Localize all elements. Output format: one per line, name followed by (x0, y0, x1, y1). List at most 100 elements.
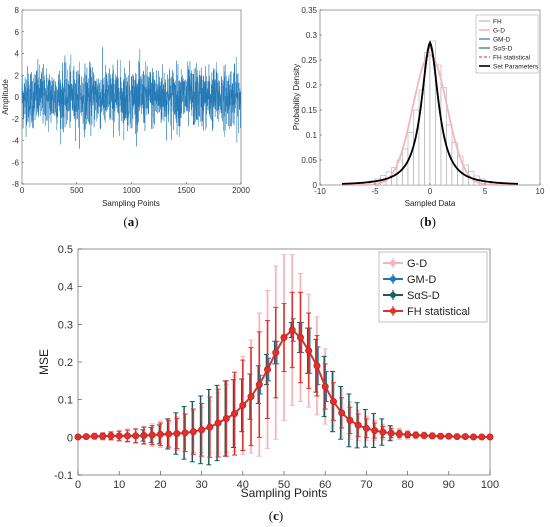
y-tick-label: 0.05 (301, 156, 317, 165)
y-tick-label: 0.2 (306, 81, 318, 90)
panel-a-signal-plot: 0 500 1000 1500 2000 -8 -6 -4 -2 0 2 4 6 8 Sampling … (1, 6, 250, 229)
y-tick-label: 8 (15, 6, 20, 15)
x-tick-label: 0 (20, 186, 25, 195)
data-point (453, 433, 461, 441)
x-axis-label: Sampling Points (102, 199, 160, 208)
y-tick-label: 2 (15, 71, 20, 80)
y-tick-label: -8 (12, 180, 20, 189)
x-tick-label: 40 (237, 479, 249, 491)
y-tick-label: 4 (15, 50, 20, 59)
legend-label: FH statistical (493, 54, 531, 61)
y-tick-label: 0.15 (301, 106, 317, 115)
data-point (231, 410, 239, 418)
x-tick-label: 2000 (232, 186, 250, 195)
data-point (132, 432, 140, 440)
y-axis-label: MSE (37, 349, 51, 375)
data-point (247, 393, 255, 401)
x-tick-label: 90 (443, 479, 455, 491)
legend-label: Set Parameters (493, 63, 539, 70)
y-tick-label: 0.3 (306, 31, 318, 40)
data-point (239, 401, 247, 409)
data-point (173, 430, 181, 438)
y-tick-label: 0 (67, 432, 73, 444)
data-point (115, 432, 123, 440)
y-tick-label: 0.1 (58, 395, 73, 407)
legend: FH G-D GM-D SαS-D FH statistical Set Paramete… (475, 14, 539, 74)
x-tick-label: 20 (154, 479, 166, 491)
data-point (346, 416, 354, 424)
y-tick-label: 0.2 (58, 357, 73, 369)
data-point (379, 428, 387, 436)
data-point (181, 429, 189, 437)
x-tick-label: 70 (360, 479, 372, 491)
legend-label: SαS-D (407, 290, 440, 302)
panel-caption: (a) (123, 214, 138, 229)
x-tick-label: 0 (428, 187, 433, 196)
legend-label: FH (493, 18, 502, 25)
data-point (387, 429, 395, 437)
data-point (165, 430, 173, 438)
legend-marker (390, 276, 396, 282)
y-tick-label: 0.4 (58, 282, 73, 294)
data-point (82, 433, 90, 441)
data-point (140, 431, 148, 439)
y-tick-label: 0.5 (58, 244, 73, 256)
y-tick-label: 0.1 (306, 131, 318, 140)
y-tick-label: 0.3 (58, 319, 73, 331)
legend-marker (390, 292, 396, 298)
data-point (371, 427, 379, 435)
data-point (198, 426, 206, 434)
x-tick-label: 500 (70, 186, 84, 195)
data-point (437, 432, 445, 440)
data-point (123, 432, 131, 440)
legend-box (475, 14, 539, 74)
data-point (107, 432, 115, 440)
x-tick-label: -10 (314, 187, 326, 196)
legend-marker (390, 260, 396, 266)
y-tick-label: 0.25 (301, 56, 317, 65)
legend-label: SαS-D (493, 45, 513, 52)
density-curve (342, 54, 518, 186)
x-axis-label: Sampled Data (405, 199, 456, 208)
x-tick-label: 10 (113, 479, 125, 491)
legend-label: G-D (407, 258, 427, 270)
data-point (255, 381, 263, 389)
panel-c-mse-plot: 0 10 20 30 40 50 60 70 80 90 100 -0.100.10.20.30.4… (37, 244, 499, 523)
legend-label: G-D (493, 27, 505, 34)
data-point (156, 430, 164, 438)
density-curve (341, 44, 519, 185)
data-point (461, 433, 469, 441)
y-tick-label: -2 (12, 115, 20, 124)
data-point (189, 428, 197, 436)
legend: G-D GM-D SαS-D FH statistical (378, 251, 488, 323)
data-point (272, 349, 280, 357)
data-point (395, 430, 403, 438)
data-point (214, 419, 222, 427)
data-point (264, 366, 272, 374)
y-tick-label: -4 (12, 137, 20, 146)
legend-marker (390, 308, 396, 314)
density-curve (341, 40, 519, 185)
x-tick-label: 1000 (123, 186, 141, 195)
data-point (74, 433, 82, 441)
data-point (90, 432, 98, 440)
panel-caption: (c) (269, 508, 283, 523)
y-axis-label: Probability Density (292, 64, 301, 130)
data-point (288, 326, 296, 334)
x-tick-label: 0 (75, 479, 81, 491)
legend-label: GM-D (493, 36, 511, 43)
data-point (404, 431, 412, 439)
data-point (222, 414, 230, 422)
y-tick-label: 0.35 (301, 6, 317, 15)
data-point (329, 398, 337, 406)
panel-b-density-plot: -10 -5 0 5 10 0 0.05 0.1 0.15 0.2 0.25 0.3 0.35 FH G… (292, 6, 545, 229)
x-tick-label: 100 (481, 479, 499, 491)
data-point (313, 362, 321, 370)
legend-label: GM-D (407, 274, 436, 286)
x-tick-label: -5 (371, 187, 379, 196)
data-point (486, 433, 494, 441)
data-point (148, 431, 156, 439)
data-point (420, 431, 428, 439)
data-point (280, 334, 288, 342)
